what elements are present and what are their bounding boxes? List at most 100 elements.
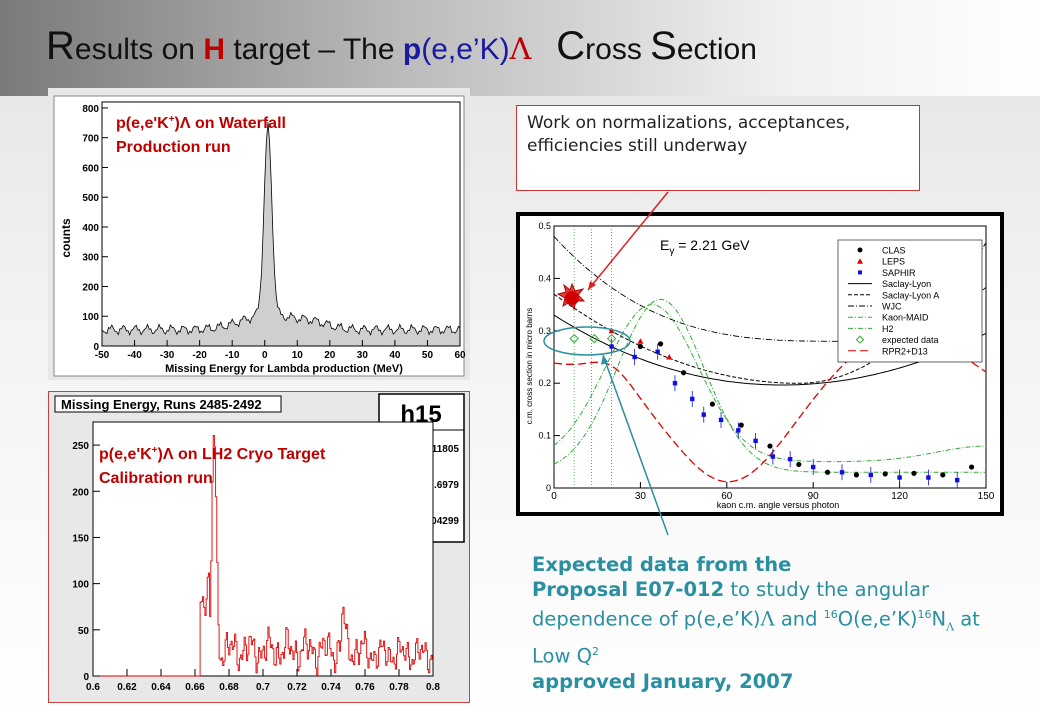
x-tick-label: 150 — [978, 491, 995, 502]
y-tick-label: 600 — [82, 163, 99, 174]
clas-point — [882, 471, 888, 477]
x-tick-label: -20 — [192, 350, 207, 361]
legend-label: Saclay-Lyon — [882, 279, 931, 289]
x-tick-label: -10 — [225, 350, 240, 361]
x-tick-label: 0.64 — [151, 682, 171, 693]
clas-point — [709, 401, 715, 407]
x-tick-label: 90 — [808, 491, 820, 502]
saphir-point — [609, 344, 614, 349]
saphir-point — [955, 477, 960, 483]
histogram-label-line2: Production run — [116, 139, 231, 156]
clas-point — [657, 341, 664, 347]
saphir-point — [868, 472, 873, 478]
title-bar — [0, 0, 1040, 96]
x-tick-label: 0 — [262, 350, 268, 361]
histogram-line — [93, 435, 433, 677]
saphir-point — [736, 428, 741, 433]
expected-data-text: Expected data from the Proposal E07-012 t… — [532, 553, 980, 693]
legend-label: expected data — [882, 335, 939, 345]
clas-point — [853, 472, 859, 478]
x-tick-label: 0.62 — [117, 682, 137, 693]
saphir-point — [690, 396, 695, 402]
leps-point — [637, 338, 644, 344]
legend-label: Kaon-MAID — [882, 313, 929, 323]
x-axis-label: kaon c.m. angle versus photon — [717, 500, 840, 510]
y-tick-label: 200 — [82, 282, 99, 293]
y-tick-label: 0.4 — [538, 273, 551, 283]
y-tick-label: 500 — [82, 193, 99, 204]
clas-point — [637, 343, 643, 350]
legend-label: RPR2+D13 — [882, 346, 928, 356]
x-tick-label: 0.6 — [86, 682, 100, 693]
waterfall-histogram-panel: -50 -40 -30 -20 -10 0 10 20 30 40 50 60 0 100 200 300 40… — [48, 88, 470, 380]
y-tick-label: 400 — [82, 223, 99, 234]
saphir-point — [770, 454, 776, 459]
x-tick-label: 120 — [891, 491, 908, 502]
slide-title: Results on H target – The p(e,e’K)Λ Cros… — [46, 24, 757, 68]
x-tick-label: -30 — [160, 350, 175, 361]
x-tick-label: 0.72 — [287, 682, 307, 693]
x-tick-label: 10 — [292, 350, 304, 361]
calibration-histogram-panel: Missing Energy, Runs 2485-2492 h15 Entri… — [48, 391, 470, 703]
x-tick-label: 40 — [389, 350, 401, 361]
y-tick-label: 0 — [83, 672, 89, 683]
calibration-histogram: Missing Energy, Runs 2485-2492 h15 Entri… — [54, 393, 465, 693]
y-axis-label: counts — [59, 218, 73, 258]
saphir-point — [632, 354, 637, 360]
histogram-label-line1: p(e,e'K+)Λ on LH2 Cryo Target — [99, 445, 326, 463]
y-tick-label: 700 — [82, 134, 99, 145]
clas-point — [911, 470, 917, 476]
legend-swatch — [857, 247, 863, 253]
legend-label: Saclay-Lyon A — [882, 290, 939, 300]
saphir-point — [811, 464, 816, 470]
saphir-point — [926, 475, 931, 480]
waterfall-histogram: -50 -40 -30 -20 -10 0 10 20 30 40 50 60010020030040… — [53, 95, 466, 377]
x-tick-label: -40 — [127, 350, 142, 361]
y-tick-label: 0.1 — [538, 431, 551, 441]
clas-point — [796, 461, 802, 468]
y-tick-label: 50 — [78, 626, 90, 637]
axes-frame — [92, 421, 434, 677]
note-box: Work on normalizations, acceptances, eff… — [516, 105, 920, 191]
y-tick-label: 0 — [93, 342, 99, 353]
y-tick-label: 0.2 — [538, 378, 551, 388]
saphir-point — [718, 417, 724, 423]
saphir-point — [701, 412, 706, 417]
x-tick-label: 30 — [635, 491, 647, 502]
wjc-curve — [553, 236, 987, 342]
x-tick-label: 0.78 — [389, 682, 409, 693]
clas-point — [767, 443, 773, 449]
y-tick-label: 0.3 — [538, 326, 551, 336]
x-tick-label: 0 — [551, 491, 557, 502]
cross-section-plot-panel: 0 30 60 90 120 150 0 0.1 0.2 0.3 0.4 0.5 Eγ = 2.21 … — [516, 212, 1004, 516]
clas-point — [940, 472, 946, 478]
y-tick-label: 0.5 — [538, 221, 551, 231]
legend-label: LEPS — [882, 257, 905, 267]
y-tick-label: 800 — [82, 104, 99, 115]
y-tick-label: 200 — [72, 487, 89, 498]
x-tick-label: 0.8 — [426, 682, 440, 693]
x-tick-label: 20 — [324, 350, 336, 361]
clas-point — [681, 370, 687, 376]
y-tick-label: 100 — [82, 312, 99, 323]
stats-value: 11805 — [432, 444, 460, 455]
stats-value: 0.04299 — [423, 516, 460, 527]
y-tick-label: 150 — [72, 533, 89, 544]
saphir-point — [672, 381, 678, 386]
y-tick-label: 0 — [546, 483, 551, 493]
y-tick-label: 100 — [72, 580, 89, 591]
x-axis-label: Missing Energy for Lambda production (Me… — [165, 363, 403, 375]
saphir-point — [655, 349, 660, 354]
x-tick-label: 30 — [357, 350, 369, 361]
legend-label: H2 — [882, 324, 894, 334]
stats-value: 0.6979 — [428, 480, 459, 491]
legend-swatch — [855, 335, 865, 344]
saphir-point — [897, 475, 902, 480]
y-tick-label: 300 — [82, 253, 99, 264]
histogram-label-line2: Calibration run — [99, 470, 213, 487]
saphir-point — [753, 438, 758, 444]
histogram-fill — [101, 122, 461, 347]
legend-label: SAPHIR — [882, 268, 916, 278]
x-tick-label: 0.74 — [321, 682, 341, 693]
